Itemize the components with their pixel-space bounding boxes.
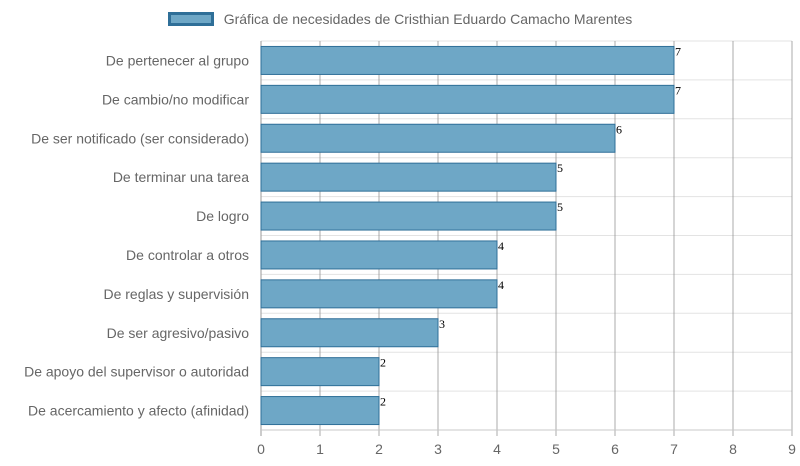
bar xyxy=(260,84,675,114)
x-tick-label: 0 xyxy=(257,441,265,457)
legend[interactable]: Gráfica de necesidades de Cristhian Edua… xyxy=(0,8,800,30)
category-label: De reglas y supervisión xyxy=(103,286,249,302)
legend-swatch xyxy=(167,12,214,26)
bar xyxy=(260,318,439,348)
category-label: De logro xyxy=(196,208,249,224)
category-label: De acercamiento y afecto (afinidad) xyxy=(28,403,249,419)
data-label: 2 xyxy=(380,356,386,370)
category-label: De ser notificado (ser considerado) xyxy=(31,130,249,146)
bar xyxy=(260,201,557,231)
data-label: 7 xyxy=(675,83,681,97)
data-label: 2 xyxy=(380,395,386,409)
data-label: 5 xyxy=(557,200,563,214)
category-label: De apoyo del supervisor o autoridad xyxy=(24,364,249,380)
x-tick-label: 4 xyxy=(493,441,501,457)
category-label: De ser agresivo/pasivo xyxy=(107,325,250,341)
data-label: 4 xyxy=(498,239,504,253)
data-label: 7 xyxy=(675,44,681,58)
x-tick-label: 1 xyxy=(316,441,324,457)
x-tick-label: 2 xyxy=(375,441,383,457)
bar xyxy=(260,240,498,270)
bar xyxy=(260,357,380,387)
category-label: De cambio/no modificar xyxy=(102,91,249,107)
x-tick-label: 9 xyxy=(788,441,796,457)
x-tick-label: 3 xyxy=(434,441,442,457)
x-tick-label: 7 xyxy=(670,441,678,457)
x-tick-label: 6 xyxy=(611,441,619,457)
bar xyxy=(260,279,498,309)
data-label: 6 xyxy=(616,122,622,136)
bar xyxy=(260,45,675,75)
x-tick-label: 8 xyxy=(729,441,737,457)
category-label: De terminar una tarea xyxy=(113,169,249,185)
data-label: 4 xyxy=(498,278,504,292)
bar xyxy=(260,396,380,426)
x-tick-label: 5 xyxy=(552,441,560,457)
category-label: De controlar a otros xyxy=(126,247,249,263)
bar xyxy=(260,123,616,153)
data-label: 3 xyxy=(439,317,445,331)
legend-label: Gráfica de necesidades de Cristhian Edua… xyxy=(223,11,633,27)
category-label: De pertenecer al grupo xyxy=(106,52,249,68)
data-label: 5 xyxy=(557,161,563,175)
bar xyxy=(260,162,557,192)
